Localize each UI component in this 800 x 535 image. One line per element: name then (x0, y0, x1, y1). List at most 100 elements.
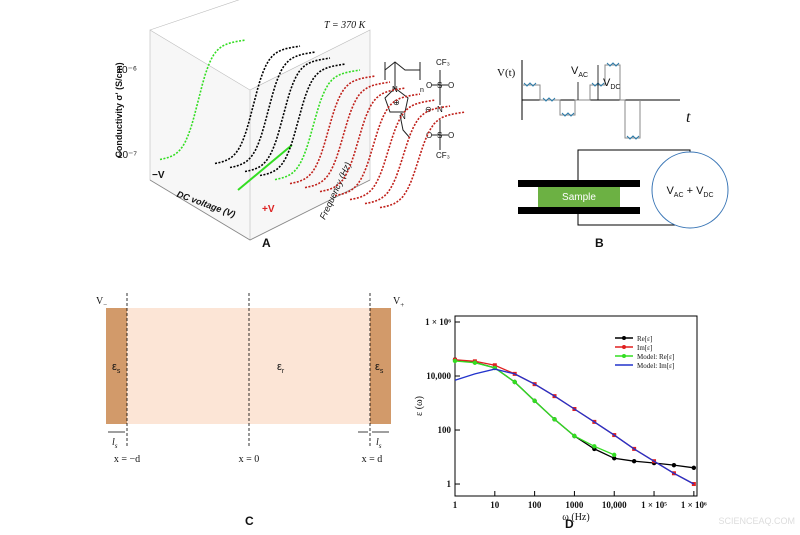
charge: ⊕ (393, 98, 400, 107)
y-tick: 10⁻⁶ (116, 65, 137, 76)
ls: ls (376, 437, 382, 450)
dashed-lines (126, 293, 371, 448)
panel-b: V(t) t VAC VDC Sample VAC + VDC B (497, 60, 729, 250)
l: l (376, 437, 379, 448)
surface-layer (106, 308, 127, 424)
waveform (522, 64, 641, 139)
legend-label: Im[ε] (637, 344, 652, 352)
x-tick-label: 1 × 10⁶ (681, 500, 707, 510)
atom: N (400, 112, 406, 121)
curve-3d (334, 93, 421, 197)
y-tick-label: 1 (447, 479, 452, 489)
x-tick-label: 10,000 (602, 500, 627, 510)
legend-label: Model: Im[ε] (637, 362, 674, 370)
atom: O (426, 81, 432, 90)
green-line (237, 144, 293, 191)
sample (538, 187, 620, 207)
plate (518, 180, 640, 187)
atom: O (448, 131, 454, 140)
series-line (454, 368, 695, 485)
x-axis-label: ω (Hz) (562, 512, 589, 523)
atom: S (437, 131, 442, 140)
sub: s (380, 368, 384, 375)
source (651, 151, 729, 229)
temperature: T = 370 K (324, 20, 367, 31)
marker (552, 417, 557, 422)
plus: + (684, 185, 697, 197)
eps: ε (277, 361, 282, 373)
marker (452, 358, 458, 364)
marker (612, 452, 617, 458)
x-tick-label: 1 × 10⁵ (641, 500, 667, 510)
sub: s (115, 442, 118, 450)
x-tick-label: 100 (528, 500, 542, 510)
x-pos: x = −d (114, 454, 140, 465)
source-label: VAC + VDC (666, 185, 713, 199)
watermark: SCIENCEAQ.COM (718, 516, 795, 526)
curve-3d (229, 51, 316, 169)
atom: S (437, 81, 442, 90)
x-tick-label: 10 (490, 500, 500, 510)
x-pos: x = 0 (239, 454, 260, 465)
v: V (603, 77, 611, 89)
marker (612, 456, 617, 461)
sub: − (103, 301, 107, 309)
y-tick-label: 100 (438, 425, 452, 435)
pos-v: +V (262, 204, 275, 215)
x-tick-label: 1 (453, 500, 458, 510)
marker (691, 465, 697, 470)
curve-3d (319, 87, 406, 193)
cf3: CF₃ (436, 58, 450, 67)
panel-label: C (245, 514, 254, 528)
v-minus: V− (96, 296, 107, 309)
plot-frame (454, 315, 698, 497)
y-tick-label: 10,000 (426, 371, 451, 381)
marker (592, 444, 597, 449)
atom: N (392, 85, 398, 94)
marker (671, 462, 677, 468)
sub: AC (578, 72, 588, 79)
atom: O (448, 81, 454, 90)
curve-3d (289, 75, 376, 185)
ls: ls (112, 437, 118, 450)
curve-3d (159, 39, 246, 161)
curve-3d (259, 63, 346, 177)
legend-marker (622, 336, 626, 340)
structure-bonds (384, 61, 448, 150)
v-dc: VDC (603, 77, 620, 91)
panel-label: D (565, 517, 574, 530)
eps: ε (112, 361, 117, 373)
neg-v: −V (152, 170, 165, 181)
x-tick-label: 1000 (565, 500, 584, 510)
curve-3d (274, 69, 361, 181)
marker (631, 459, 637, 464)
legend-marker (622, 354, 626, 358)
sub: + (400, 301, 404, 309)
y-axis-label: ε (ω) (414, 396, 425, 416)
sub: AC (674, 192, 684, 199)
v-t: V(t) (497, 67, 516, 79)
curve-3d (364, 105, 451, 205)
v-plus: V+ (393, 296, 404, 309)
y-tick-label: 1 × 10⁶ (425, 317, 451, 327)
x-pos: x = d (362, 454, 383, 465)
sub: DC (610, 84, 620, 91)
eps: ε (375, 361, 380, 373)
eps-s: εs (375, 361, 384, 375)
box-floor (149, 179, 371, 241)
sub: s (117, 368, 121, 375)
surface-layer (370, 308, 391, 424)
v: V (96, 296, 104, 307)
t: t (686, 109, 691, 126)
marker (572, 433, 577, 439)
sample-label: Sample (562, 192, 596, 203)
v-ac: VAC (571, 65, 588, 79)
v: V (696, 185, 704, 197)
legend-label: Re[ε] (637, 335, 652, 343)
curve-3d (379, 111, 466, 209)
cf3: CF₃ (436, 151, 450, 160)
marker (472, 360, 478, 365)
charge: ⊖ (425, 105, 432, 114)
